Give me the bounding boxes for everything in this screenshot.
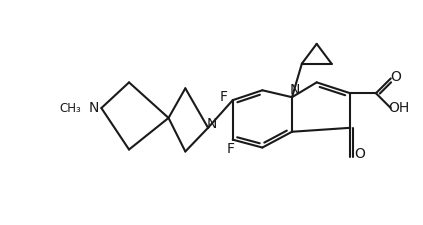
- Text: CH₃: CH₃: [60, 101, 82, 115]
- Text: F: F: [220, 90, 228, 104]
- Text: F: F: [227, 142, 235, 155]
- Text: O: O: [355, 147, 365, 162]
- Text: N: N: [207, 117, 217, 131]
- Text: OH: OH: [388, 101, 409, 115]
- Text: O: O: [390, 70, 401, 84]
- Text: N: N: [290, 83, 300, 97]
- Text: N: N: [88, 101, 99, 115]
